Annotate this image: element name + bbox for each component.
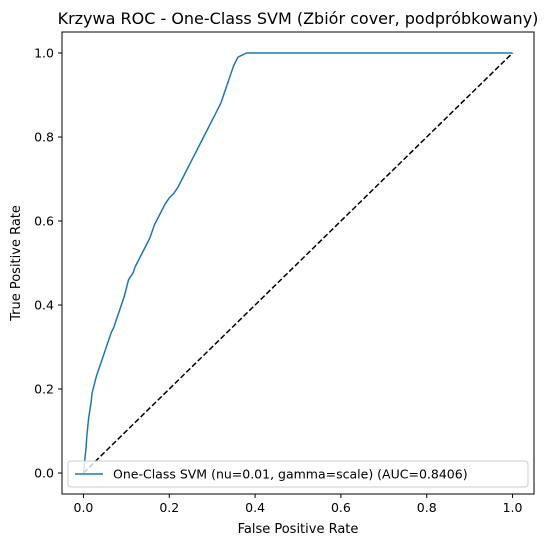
roc-curve-line bbox=[82, 52, 513, 474]
y-axis-label: True Positive Rate bbox=[9, 205, 24, 322]
chart-title: Krzywa ROC - One-Class SVM (Zbiór cover,… bbox=[58, 9, 539, 28]
y-tick-label: 0.6 bbox=[34, 214, 54, 229]
plot-area bbox=[82, 52, 514, 474]
legend: One-Class SVM (nu=0.01, gamma=scale) (AU… bbox=[67, 460, 529, 488]
legend-label: One-Class SVM (nu=0.01, gamma=scale) (AU… bbox=[113, 467, 468, 482]
x-axis-label: False Positive Rate bbox=[238, 522, 359, 537]
axes-frame bbox=[61, 31, 535, 495]
x-tick-label: 0.6 bbox=[331, 500, 351, 515]
x-tick-label: 0.4 bbox=[245, 500, 265, 515]
x-tick-label: 0.2 bbox=[159, 500, 179, 515]
y-tick-label: 1.0 bbox=[34, 46, 54, 61]
x-tick-label: 0.0 bbox=[74, 500, 94, 515]
x-tick-label: 0.8 bbox=[417, 500, 437, 515]
x-tick-label: 1.0 bbox=[503, 500, 523, 515]
y-tick-label: 0.2 bbox=[34, 382, 54, 397]
y-tick-label: 0.0 bbox=[34, 466, 54, 481]
y-axis-ticks: 0.0 0.2 0.4 0.6 0.8 1.0 bbox=[34, 46, 62, 481]
legend-box bbox=[67, 460, 529, 488]
x-axis-ticks: 0.0 0.2 0.4 0.6 0.8 1.0 bbox=[74, 494, 523, 515]
y-tick-label: 0.4 bbox=[34, 298, 54, 313]
chance-diagonal-line bbox=[82, 52, 514, 474]
y-tick-label: 0.8 bbox=[34, 130, 54, 145]
